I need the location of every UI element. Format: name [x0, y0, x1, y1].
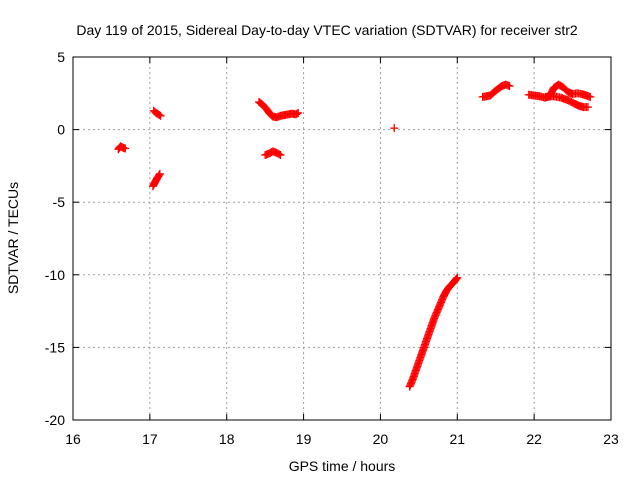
y-tick-label: -5 [53, 194, 66, 210]
data-point [390, 124, 399, 133]
grid [73, 57, 611, 420]
y-tick-label: -20 [45, 412, 65, 428]
data-point [451, 275, 460, 284]
data-point [155, 169, 164, 178]
x-tick-label: 23 [603, 431, 619, 447]
y-tick-label: -10 [45, 267, 65, 283]
data-point [275, 150, 284, 159]
y-tick-labels: 5 0 -5 -10 -15 -20 [45, 49, 65, 428]
data-point [294, 108, 303, 117]
data-point [452, 274, 461, 283]
x-tick-label: 16 [65, 431, 81, 447]
x-tick-label: 20 [373, 431, 389, 447]
chart-title: Day 119 of 2015, Sidereal Day-to-day VTE… [76, 22, 578, 38]
y-tick-label: 0 [57, 122, 65, 138]
data-point [583, 103, 592, 112]
data-point [505, 82, 514, 91]
x-tick-labels: 16 17 18 19 20 21 22 23 [65, 431, 619, 447]
data-point [293, 109, 302, 118]
y-axis-title: SDTVAR / TECUs [5, 182, 21, 294]
data-point [121, 144, 130, 153]
y-tick-label: -15 [45, 339, 65, 355]
axis-ticks [72, 56, 612, 421]
data-point [155, 111, 164, 120]
data-point [155, 171, 164, 180]
x-tick-label: 18 [219, 431, 235, 447]
x-tick-label: 22 [526, 431, 542, 447]
x-axis-title: GPS time / hours [289, 458, 396, 474]
data-points [114, 80, 595, 391]
data-point [276, 151, 285, 160]
data-point [156, 111, 165, 120]
y-tick-label: 5 [57, 49, 65, 65]
plot-frame [72, 56, 612, 421]
data-point [453, 273, 462, 282]
x-tick-label: 21 [449, 431, 465, 447]
x-tick-label: 17 [142, 431, 158, 447]
data-point [586, 92, 595, 101]
x-tick-label: 19 [296, 431, 312, 447]
